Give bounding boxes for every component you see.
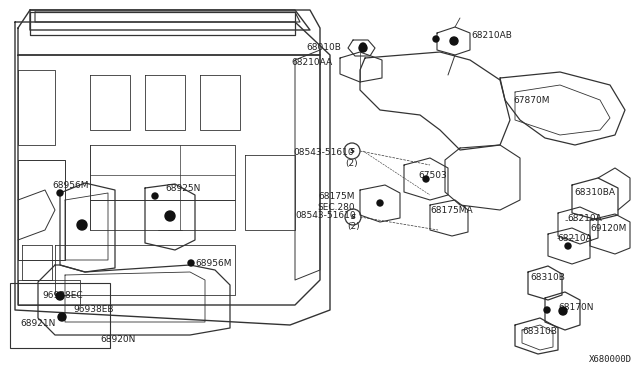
Text: 68210AB: 68210AB: [471, 31, 512, 39]
Text: 68210A: 68210A: [567, 214, 602, 222]
Text: (2): (2): [348, 221, 360, 231]
Text: 08543-51610: 08543-51610: [293, 148, 354, 157]
Text: 67870M: 67870M: [513, 96, 550, 105]
Text: 68921N: 68921N: [20, 318, 56, 327]
Text: 68010B: 68010B: [306, 42, 341, 51]
Text: 96938EC: 96938EC: [42, 292, 83, 301]
Text: (2): (2): [346, 158, 358, 167]
Circle shape: [58, 313, 66, 321]
Text: 68956M: 68956M: [195, 260, 232, 269]
Text: X680000D: X680000D: [589, 355, 632, 364]
Text: 68175MA: 68175MA: [430, 205, 472, 215]
Circle shape: [565, 243, 571, 249]
Text: 67503: 67503: [418, 170, 447, 180]
Circle shape: [57, 190, 63, 196]
Text: 68956M: 68956M: [52, 180, 88, 189]
Text: 68920N: 68920N: [100, 336, 136, 344]
Circle shape: [77, 220, 87, 230]
Text: 68925N: 68925N: [165, 183, 200, 192]
Text: 68310B: 68310B: [522, 327, 557, 337]
Text: 96938EB: 96938EB: [73, 305, 113, 314]
Bar: [10, 283, 110, 348]
Text: S: S: [349, 148, 355, 154]
Circle shape: [152, 193, 158, 199]
Text: 68310B: 68310B: [530, 273, 565, 282]
Circle shape: [188, 260, 194, 266]
Circle shape: [165, 211, 175, 221]
Text: 68175M: 68175M: [319, 192, 355, 201]
Text: 68310BA: 68310BA: [574, 187, 615, 196]
Text: 68170N: 68170N: [558, 304, 593, 312]
Circle shape: [433, 36, 439, 42]
Circle shape: [450, 37, 458, 45]
Circle shape: [359, 44, 367, 52]
Circle shape: [56, 292, 64, 300]
Text: 08543-51610: 08543-51610: [296, 211, 356, 219]
Text: S: S: [351, 214, 355, 220]
Text: SEC.280: SEC.280: [317, 202, 355, 212]
Circle shape: [559, 307, 567, 315]
Circle shape: [544, 307, 550, 313]
Text: 68210A: 68210A: [557, 234, 592, 243]
Text: 68210AA: 68210AA: [292, 58, 333, 67]
Circle shape: [377, 200, 383, 206]
Circle shape: [423, 176, 429, 182]
Circle shape: [360, 43, 366, 49]
Text: 69120M: 69120M: [590, 224, 627, 232]
